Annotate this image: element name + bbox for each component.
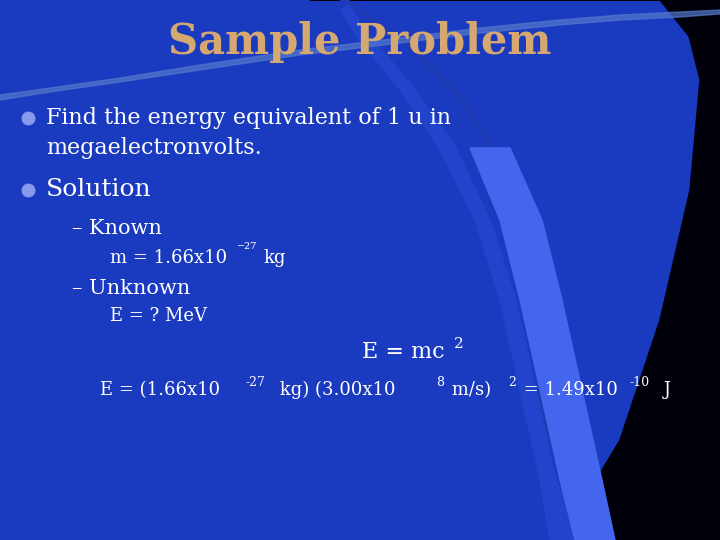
Text: J: J (658, 381, 671, 399)
Polygon shape (310, 0, 720, 50)
Text: 8: 8 (436, 375, 444, 388)
Polygon shape (470, 148, 615, 540)
Text: m/s): m/s) (446, 381, 491, 399)
Text: ⁻²⁷: ⁻²⁷ (237, 243, 257, 257)
Polygon shape (0, 10, 720, 100)
Text: kg) (3.00x10: kg) (3.00x10 (274, 381, 395, 399)
Text: -27: -27 (246, 375, 266, 388)
Polygon shape (340, 0, 558, 540)
Text: – Unknown: – Unknown (72, 279, 190, 298)
Text: m = 1.66x10: m = 1.66x10 (110, 249, 227, 267)
Text: E = ? MeV: E = ? MeV (110, 307, 207, 325)
Text: megaelectronvolts.: megaelectronvolts. (46, 137, 262, 159)
Text: Sample Problem: Sample Problem (168, 21, 552, 63)
Text: kg: kg (263, 249, 286, 267)
Polygon shape (560, 0, 720, 540)
Text: – Known: – Known (72, 219, 162, 238)
Text: E = (1.66x10: E = (1.66x10 (100, 381, 220, 399)
Text: -10: -10 (630, 375, 650, 388)
Text: E = mc: E = mc (362, 341, 445, 363)
Text: 2: 2 (454, 337, 464, 351)
Text: Solution: Solution (46, 179, 152, 201)
Text: = 1.49x10: = 1.49x10 (518, 381, 618, 399)
Text: Find the energy equivalent of 1 u in: Find the energy equivalent of 1 u in (46, 107, 451, 129)
Polygon shape (340, 5, 580, 540)
Text: 2: 2 (508, 375, 516, 388)
